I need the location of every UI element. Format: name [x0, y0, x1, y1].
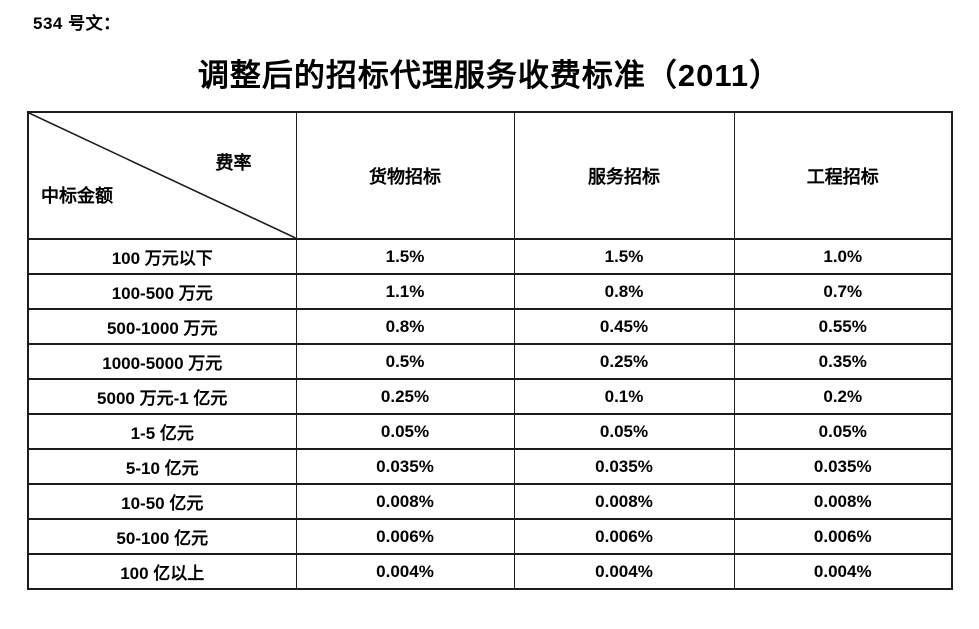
table-row: 5-10 亿元 0.035% 0.035% 0.035% [27, 448, 953, 485]
fee-cell: 0.008% [295, 483, 515, 520]
row-label: 50-100 亿元 [27, 518, 297, 555]
fee-cell: 0.8% [295, 308, 515, 345]
fee-cell: 0.5% [295, 343, 515, 380]
table-row: 10-50 亿元 0.008% 0.008% 0.008% [27, 483, 953, 520]
row-label: 5-10 亿元 [27, 448, 297, 485]
fee-cell: 0.004% [295, 553, 515, 590]
table-row: 1000-5000 万元 0.5% 0.25% 0.35% [27, 343, 953, 380]
fee-cell: 0.008% [733, 483, 953, 520]
table-row: 100 万元以下 1.5% 1.5% 1.0% [27, 238, 953, 275]
fee-cell: 0.7% [733, 273, 953, 310]
header-row: 费率 中标金额 货物招标 服务招标 工程招标 [27, 111, 953, 240]
diagonal-divider-line [29, 114, 295, 237]
row-label: 10-50 亿元 [27, 483, 297, 520]
fee-cell: 0.2% [733, 378, 953, 415]
table-row: 100 亿以上 0.004% 0.004% 0.004% [27, 553, 953, 590]
fee-cell: 0.35% [733, 343, 953, 380]
table-row: 50-100 亿元 0.006% 0.006% 0.006% [27, 518, 953, 555]
row-label: 1-5 亿元 [27, 413, 297, 450]
fee-cell: 0.05% [733, 413, 953, 450]
fee-cell: 0.035% [733, 448, 953, 485]
fee-cell: 1.0% [733, 238, 953, 275]
fee-cell: 0.25% [295, 378, 515, 415]
column-header-goods-bidding: 货物招标 [295, 111, 515, 240]
fee-cell: 0.25% [513, 343, 735, 380]
table-row: 5000 万元-1 亿元 0.25% 0.1% 0.2% [27, 378, 953, 415]
corner-label-bid-amount: 中标金额 [41, 186, 113, 206]
fee-cell: 0.1% [513, 378, 735, 415]
row-label: 100-500 万元 [27, 273, 297, 310]
table-row: 100-500 万元 1.1% 0.8% 0.7% [27, 273, 953, 310]
fee-cell: 0.006% [513, 518, 735, 555]
table-corner-cell: 费率 中标金额 [27, 111, 297, 240]
fee-cell: 0.55% [733, 308, 953, 345]
row-label: 1000-5000 万元 [27, 343, 297, 380]
row-label: 100 万元以下 [27, 238, 297, 275]
fee-cell: 0.8% [513, 273, 735, 310]
doc-number-label: 534 号文： [33, 14, 121, 33]
fee-cell: 0.05% [513, 413, 735, 450]
column-header-engineering-bidding: 工程招标 [733, 111, 953, 240]
fee-cell: 0.035% [513, 448, 735, 485]
row-label: 5000 万元-1 亿元 [27, 378, 297, 415]
fee-cell: 1.5% [513, 238, 735, 275]
fee-table: 费率 中标金额 货物招标 服务招标 工程招标 100 万元以下 1.5% 1.5… [27, 111, 953, 590]
fee-cell: 0.006% [295, 518, 515, 555]
row-label: 500-1000 万元 [27, 308, 297, 345]
column-header-service-bidding: 服务招标 [513, 111, 735, 240]
fee-cell: 0.006% [733, 518, 953, 555]
fee-cell: 0.035% [295, 448, 515, 485]
row-label: 100 亿以上 [27, 553, 297, 590]
fee-cell: 1.5% [295, 238, 515, 275]
fee-cell: 0.004% [733, 553, 953, 590]
corner-label-rate: 费率 [215, 153, 252, 173]
fee-cell: 0.05% [295, 413, 515, 450]
fee-cell: 1.1% [295, 273, 515, 310]
table-row: 1-5 亿元 0.05% 0.05% 0.05% [27, 413, 953, 450]
fee-cell: 0.45% [513, 308, 735, 345]
fee-cell: 0.004% [513, 553, 735, 590]
table-row: 500-1000 万元 0.8% 0.45% 0.55% [27, 308, 953, 345]
page-title: 调整后的招标代理服务收费标准（2011） [197, 58, 782, 93]
fee-cell: 0.008% [513, 483, 735, 520]
